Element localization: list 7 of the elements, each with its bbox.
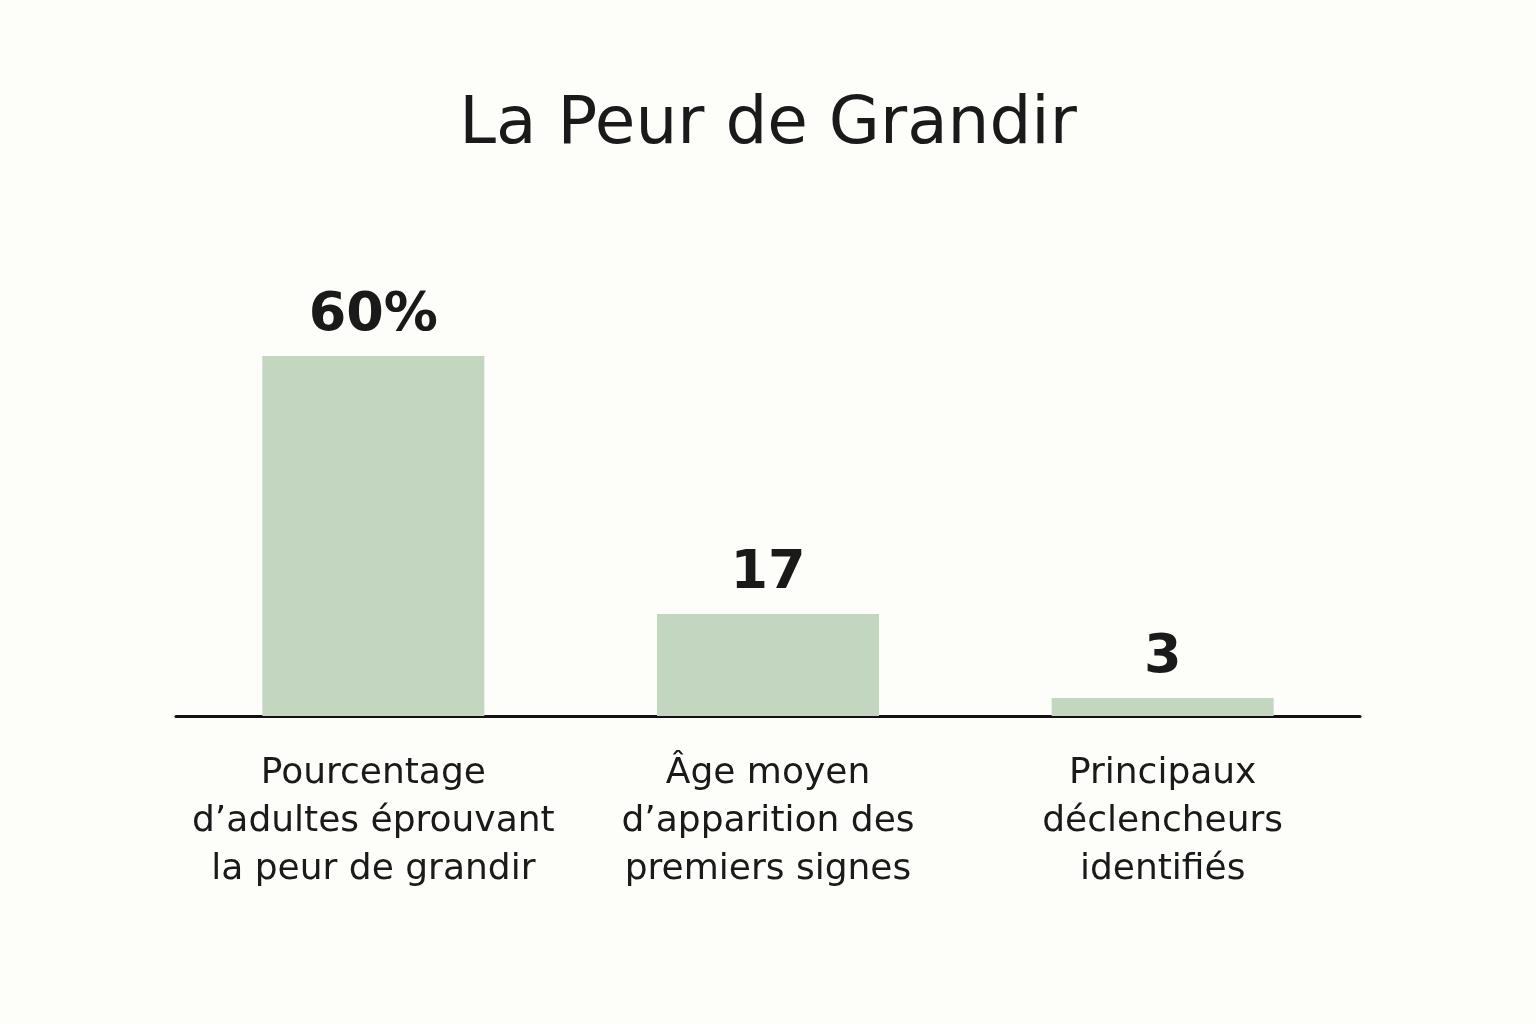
x-tick-label: Principaux déclencheurs identifiés xyxy=(1042,749,1284,887)
x-tick-label: Âge moyen d’apparition des premiers signes xyxy=(621,749,915,887)
x-tick-label: Pourcentage d’adultes éprouvant la peur de grandir xyxy=(192,749,555,887)
data-label: 17 xyxy=(730,537,806,601)
data-label: 3 xyxy=(1143,621,1182,685)
chart-title: La Peur de Grandir xyxy=(459,81,1078,159)
data-label: 60% xyxy=(308,279,438,343)
